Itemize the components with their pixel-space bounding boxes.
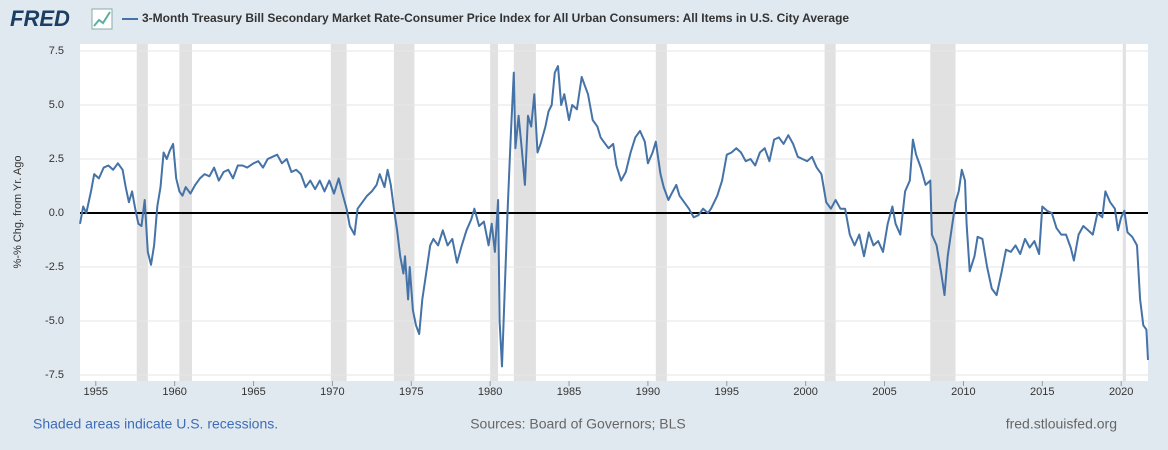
x-tick-label: 1970: [320, 386, 344, 398]
site-link[interactable]: fred.stlouisfed.org: [1006, 416, 1117, 432]
series-line: [79, 65, 1149, 368]
x-tick-label: 2020: [1109, 386, 1133, 398]
x-tick-label: 1990: [636, 386, 660, 398]
y-tick-label: 7.5: [49, 45, 64, 57]
brand-logo: FRED: [10, 6, 70, 31]
x-tick-label: 1955: [84, 386, 108, 398]
x-tick-label: 1980: [478, 386, 502, 398]
x-tick-label: 2005: [872, 386, 896, 398]
logo-icon-line: [93, 11, 111, 27]
x-tick-label: 1960: [162, 386, 186, 398]
x-tick-label: 1975: [399, 386, 423, 398]
y-tick-label: -5.0: [45, 315, 64, 327]
y-tick-label: 2.5: [49, 153, 64, 165]
y-axis-label: %-% Chg. from Yr. Ago: [12, 156, 24, 269]
source: Sources: Board of Governors; BLS: [470, 416, 686, 432]
legend-label: 3-Month Treasury Bill Secondary Market R…: [142, 11, 849, 25]
x-tick-label: 1965: [241, 386, 265, 398]
y-tick-label: -2.5: [45, 261, 64, 273]
recession-note[interactable]: Shaded areas indicate U.S. recessions.: [33, 416, 278, 432]
x-tick-label: 1995: [715, 386, 739, 398]
x-tick-label: 2015: [1030, 386, 1054, 398]
y-tick-label: 0.0: [49, 207, 64, 219]
x-tick-label: 1985: [557, 386, 581, 398]
y-tick-label: 5.0: [49, 99, 64, 111]
y-tick-label: -7.5: [45, 369, 64, 381]
logo-icon: [91, 8, 113, 30]
x-tick-label: 2000: [793, 386, 817, 398]
x-tick-label: 2010: [951, 386, 975, 398]
